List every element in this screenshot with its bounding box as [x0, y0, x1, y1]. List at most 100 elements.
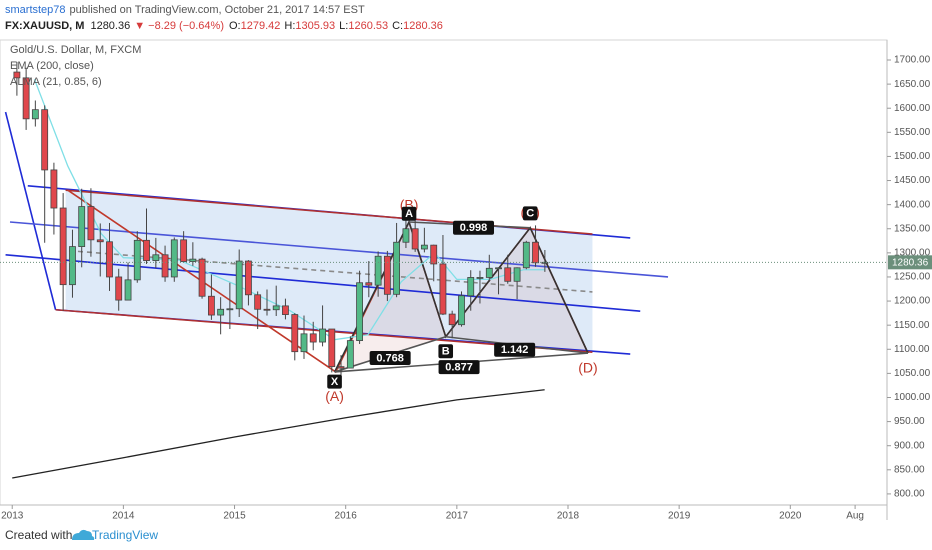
candle-body	[41, 109, 49, 171]
candle-body	[300, 333, 308, 353]
candle-body	[448, 313, 456, 326]
annotation: B	[438, 344, 454, 359]
candle-body	[106, 241, 113, 278]
ohlc-value: 1260.53	[348, 20, 388, 32]
y-tick-label: 1650.00	[894, 79, 931, 90]
candle-body	[263, 308, 271, 311]
annotation: (A)	[325, 388, 344, 404]
y-tick-label: 1500.00	[894, 151, 931, 162]
candle-body	[458, 295, 465, 326]
annotation-box	[494, 342, 536, 357]
candle-body	[476, 277, 484, 279]
x-tick-label: 2020	[779, 511, 802, 522]
annotation-box	[522, 206, 538, 221]
author[interactable]: smartstep78	[5, 4, 66, 16]
y-tick-label: 1600.00	[894, 103, 931, 114]
change: ▼ −8.29 (−0.64%)	[134, 20, 224, 32]
logo-icon[interactable]	[72, 529, 95, 540]
drawing-line	[9, 221, 669, 278]
candle-body	[365, 282, 373, 286]
x-tick-label: 2015	[223, 511, 246, 522]
drawing-line	[59, 249, 593, 293]
annotation-label: B	[442, 346, 450, 358]
ohlc-value: 1305.93	[295, 20, 335, 32]
candle-body	[291, 314, 299, 353]
x-tick-label: 2017	[446, 511, 469, 522]
candle-body	[87, 206, 95, 241]
annotation: C	[522, 206, 538, 221]
candle-body	[346, 340, 354, 369]
legend-entry: EMA (200, close)	[10, 60, 94, 72]
candle-body	[282, 305, 289, 315]
ohlc-key: L:	[339, 20, 348, 32]
annotation: X	[327, 374, 342, 389]
annotation: (D)	[578, 359, 597, 375]
candle-body	[337, 366, 345, 369]
y-tick-label: 850.00	[894, 464, 925, 475]
y-tick-label: 900.00	[894, 440, 925, 451]
candle-body	[328, 328, 336, 368]
candle-body	[217, 308, 225, 316]
y-tick-label: 1000.00	[894, 392, 931, 403]
candle-body	[272, 305, 280, 311]
annotation-box	[438, 360, 480, 375]
annotation-label: (D)	[578, 359, 597, 375]
y-tick-label: 950.00	[894, 416, 925, 427]
y-tick-label: 1400.00	[894, 199, 931, 210]
candle-body	[254, 294, 262, 310]
x-tick-label: 2014	[112, 511, 135, 522]
y-tick-label: 1450.00	[894, 175, 931, 186]
candle-body	[374, 255, 382, 286]
annotation: 0.877	[438, 360, 480, 375]
x-tick-label: 2016	[335, 511, 358, 522]
indicator-line	[12, 389, 545, 479]
candle-body	[59, 207, 67, 286]
candle-body	[161, 254, 169, 278]
annotation-label: (A)	[325, 388, 344, 404]
y-tick-label: 1250.00	[894, 272, 931, 283]
created-with: Created with	[5, 528, 72, 542]
candle-body	[356, 282, 363, 341]
y-tick-label: 1100.00	[894, 344, 930, 355]
candle-body	[198, 258, 206, 297]
chart-title: Gold/U.S. Dollar, M, FXCM	[10, 44, 141, 56]
candle-body	[411, 228, 419, 250]
candle-body	[180, 239, 188, 262]
y-tick-label: 1300.00	[894, 247, 931, 258]
candle-body	[393, 241, 401, 295]
last-price-label: 1280.36	[892, 257, 929, 268]
ohlc-key: H:	[284, 20, 295, 32]
annotation-box	[369, 350, 411, 365]
y-tick-label: 1200.00	[894, 296, 931, 307]
x-tick-label: Aug	[846, 511, 864, 522]
candle-body	[513, 267, 521, 282]
ohlc-value: 1279.42	[241, 20, 281, 32]
ohlc-key: C:	[392, 20, 403, 32]
candle-body	[319, 328, 326, 343]
candle-body	[245, 260, 252, 296]
y-tick-label: 1150.00	[894, 320, 930, 331]
candle-body	[383, 255, 391, 295]
candle-body	[522, 241, 530, 269]
header-line-1: smartstep78 published on TradingView.com,…	[5, 4, 365, 16]
candle-body	[309, 333, 317, 343]
candle-body	[50, 169, 58, 209]
last-price-text: 1280.36	[90, 20, 130, 32]
candle-body	[124, 279, 132, 301]
annotation-label: 0.998	[460, 222, 488, 234]
candle-body	[189, 258, 197, 262]
candle-body	[208, 295, 215, 316]
annotation-label: A	[405, 208, 413, 220]
candle-body	[495, 267, 502, 270]
brand[interactable]: TradingView	[92, 528, 158, 542]
candle-body	[143, 239, 150, 261]
candle-body	[170, 239, 178, 278]
y-tick-label: 1350.00	[894, 223, 931, 234]
annotation-label: 0.768	[376, 352, 404, 364]
candle-body	[504, 267, 512, 282]
ohlc-key: O:	[229, 20, 241, 32]
axes-layer: 800.00 850.00 900.00 950.00 1000.00 1050.00 11…	[1, 55, 932, 522]
candle-body	[485, 267, 493, 278]
